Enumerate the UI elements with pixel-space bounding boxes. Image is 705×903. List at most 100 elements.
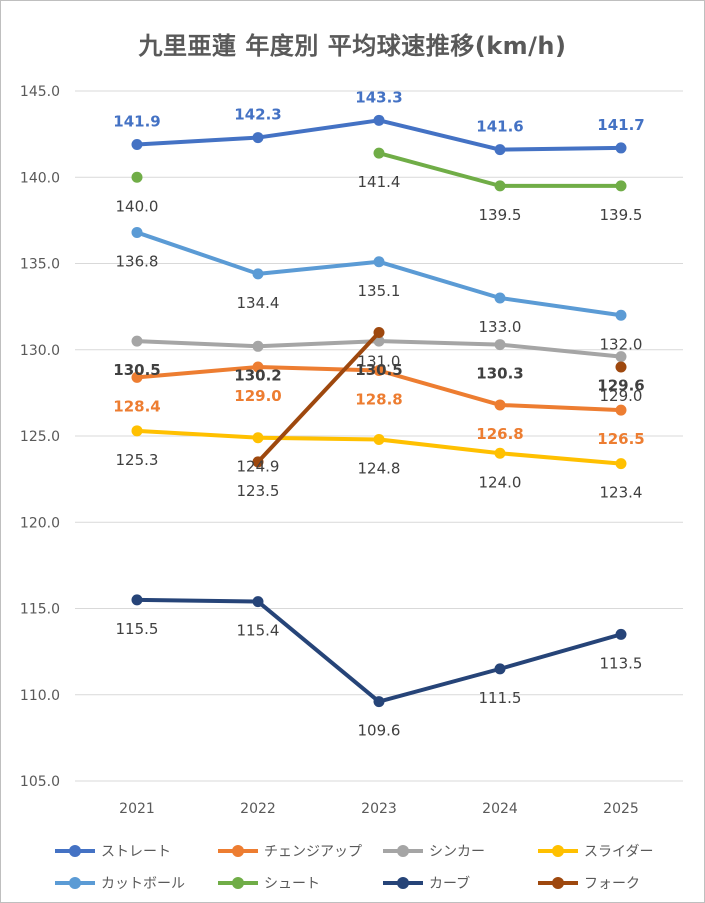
- data-point: [373, 114, 385, 126]
- data-label: 109.6: [358, 722, 401, 740]
- data-point: [494, 292, 506, 304]
- x-tick-label: 2023: [361, 801, 397, 817]
- data-point: [373, 696, 385, 708]
- data-point: [373, 364, 385, 376]
- data-point: [131, 425, 143, 437]
- data-point: [131, 371, 143, 383]
- y-tick-label: 105.0: [20, 774, 60, 790]
- legend-label: カーブ: [429, 876, 471, 892]
- series-line: [135, 230, 623, 318]
- data-point: [615, 458, 627, 470]
- legend-swatch: [55, 877, 95, 889]
- y-axis-ticks: 105.0 110.0 115.0 120.0 125.0 130.0 135.0 140.0…: [20, 84, 60, 790]
- data-label: 128.8: [355, 390, 402, 408]
- data-label: 134.4: [237, 294, 280, 312]
- legend-swatch: [538, 845, 578, 857]
- data-point: [252, 132, 264, 144]
- data-label: 125.3: [116, 451, 159, 469]
- data-point: [131, 138, 143, 150]
- legend-item: シンカー: [383, 838, 485, 864]
- data-point: [494, 447, 506, 459]
- data-label: 124.8: [358, 459, 401, 477]
- data-label: 136.8: [116, 252, 159, 270]
- legend-label: フォーク: [584, 876, 640, 892]
- data-point: [252, 432, 264, 444]
- legend-item: スライダー: [538, 838, 653, 864]
- legend-swatch: [55, 845, 95, 857]
- x-axis-ticks: 2021 2022 2023 2024 2025: [119, 801, 639, 817]
- legend-item: ストレート: [55, 838, 171, 864]
- y-tick-label: 120.0: [20, 515, 60, 531]
- legend-item: チェンジアップ: [218, 838, 362, 864]
- legend-label: シュート: [264, 876, 320, 892]
- data-point: [494, 339, 506, 351]
- chart-title: 九里亜蓮 年度別 平均球速推移(km/h): [138, 32, 567, 60]
- data-label: 129.0: [600, 387, 643, 405]
- y-tick-label: 135.0: [20, 257, 60, 273]
- legend-label: シンカー: [429, 844, 485, 860]
- data-point: [615, 142, 627, 154]
- data-point: [131, 594, 143, 606]
- data-point: [615, 180, 627, 192]
- data-label: 133.0: [479, 318, 522, 336]
- data-point: [615, 361, 627, 373]
- data-label: 143.3: [355, 88, 402, 106]
- legend-label: チェンジアップ: [264, 844, 362, 860]
- legend-swatch: [538, 877, 578, 889]
- data-label: 139.5: [600, 206, 643, 224]
- data-label: 132.0: [600, 335, 643, 353]
- data-point: [252, 340, 264, 352]
- series-layer: [131, 114, 627, 708]
- data-point: [252, 456, 264, 468]
- x-tick-label: 2025: [603, 801, 639, 817]
- data-label: 126.5: [597, 430, 644, 448]
- data-point: [373, 147, 385, 159]
- data-label: 128.4: [113, 397, 160, 415]
- legend-label: カットボール: [101, 876, 185, 892]
- data-label: 129.0: [234, 387, 281, 405]
- data-label: 124.0: [479, 473, 522, 491]
- legend-swatch: [383, 877, 423, 889]
- data-label: 113.5: [600, 654, 643, 672]
- data-point: [615, 628, 627, 640]
- data-label: 141.7: [597, 116, 644, 134]
- series-line: [256, 330, 381, 464]
- data-label: 111.5: [479, 689, 522, 707]
- data-point: [373, 433, 385, 445]
- data-point: [252, 596, 264, 608]
- data-labels-layer: 141.9 142.3 143.3 141.6 141.7 128.4 129.0 128.8…: [113, 88, 644, 739]
- data-point: [131, 226, 143, 238]
- data-label: 126.8: [476, 425, 523, 443]
- y-tick-label: 130.0: [20, 343, 60, 359]
- data-label: 130.5: [355, 361, 402, 379]
- legend-label: スライダー: [584, 844, 654, 860]
- data-label: 141.9: [113, 112, 160, 130]
- data-label: 130.3: [476, 365, 523, 383]
- data-point: [252, 361, 264, 373]
- data-point: [615, 404, 627, 416]
- x-tick-label: 2024: [482, 801, 518, 817]
- data-point: [131, 171, 143, 183]
- data-label: 123.4: [600, 484, 643, 502]
- data-label: 129.6: [597, 377, 644, 395]
- legend-item: シュート: [218, 870, 320, 896]
- data-point: [373, 256, 385, 268]
- data-point: [252, 268, 264, 280]
- data-label: 142.3: [234, 106, 281, 124]
- data-label: 131.0: [358, 353, 401, 371]
- legend-item: カットボール: [55, 870, 185, 896]
- data-point: [494, 180, 506, 192]
- data-point: [494, 663, 506, 675]
- data-point: [494, 399, 506, 411]
- y-tick-label: 125.0: [20, 429, 60, 445]
- data-label: 140.0: [116, 197, 159, 215]
- data-point: [615, 309, 627, 321]
- data-point: [373, 327, 385, 338]
- series-line: [135, 597, 623, 704]
- data-point: [494, 144, 506, 156]
- data-label: 115.5: [116, 620, 159, 638]
- y-tick-label: 110.0: [20, 688, 60, 704]
- data-label: 135.1: [358, 282, 401, 300]
